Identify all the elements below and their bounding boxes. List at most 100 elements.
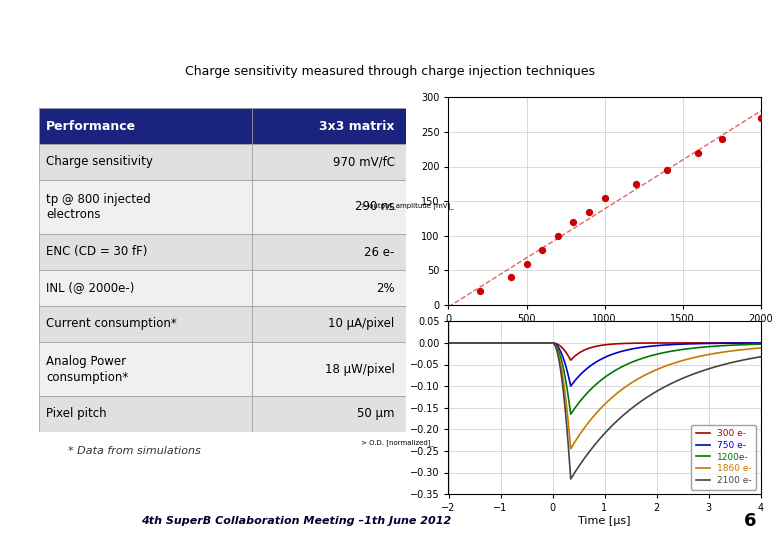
750 e-: [444, 340, 453, 346]
2100 e-: [756, 354, 765, 360]
Point: [598, 193, 611, 202]
750 e-: [566, 383, 576, 389]
Text: Apsel4well analog FE performance (3x3 matrix): Apsel4well analog FE performance (3x3 ma…: [16, 18, 576, 38]
Bar: [39, 234, 252, 270]
2100 e-: [690, 370, 699, 377]
300 e-: [566, 357, 576, 363]
Text: > output_amplitude [mV]_: > output_amplitude [mV]_: [361, 202, 454, 208]
1860 e-: [746, 346, 756, 352]
Text: 50 μm: 50 μm: [357, 408, 395, 421]
Point: [715, 134, 728, 143]
X-axis label: Injected charge [e-]: Injected charge [e-]: [543, 327, 666, 337]
1860 e-: [690, 354, 699, 361]
Text: Current consumption*: Current consumption*: [46, 318, 177, 330]
Point: [583, 207, 595, 216]
Bar: [252, 234, 406, 270]
1860 e-: [747, 346, 757, 352]
Bar: [252, 144, 406, 180]
Bar: [252, 396, 406, 432]
Line: 750 e-: 750 e-: [448, 343, 760, 386]
Bar: [252, 342, 406, 396]
Text: Analog Power
consumption*: Analog Power consumption*: [46, 354, 129, 383]
Point: [551, 232, 564, 240]
750 e-: [746, 340, 756, 346]
1200e-: [756, 341, 765, 347]
750 e-: [756, 340, 765, 346]
Bar: [39, 144, 252, 180]
Point: [661, 166, 673, 174]
300 e-: [746, 340, 756, 346]
1200e-: [444, 340, 453, 346]
1200e-: [459, 340, 469, 346]
Text: 4th SuperB Collaboration Meeting –1th June 2012: 4th SuperB Collaboration Meeting –1th Ju…: [141, 516, 452, 525]
1200e-: [690, 345, 699, 351]
Line: 1860 e-: 1860 e-: [448, 343, 760, 449]
750 e-: [596, 356, 605, 363]
Bar: [39, 306, 252, 342]
Text: Pixel pitch: Pixel pitch: [46, 408, 107, 421]
1860 e-: [566, 446, 576, 452]
Text: Charge sensitivity measured through charge injection techniques: Charge sensitivity measured through char…: [185, 64, 595, 78]
300 e-: [747, 340, 757, 346]
300 e-: [596, 342, 605, 349]
1860 e-: [596, 406, 605, 412]
Point: [629, 179, 642, 188]
Text: INL (@ 2000e-): INL (@ 2000e-): [46, 281, 135, 294]
Point: [505, 273, 517, 282]
300 e-: [756, 340, 765, 346]
Legend: 300 e-, 750 e-, 1200e-, 1860 e-, 2100 e-: 300 e-, 750 e-, 1200e-, 1860 e-, 2100 e-: [691, 425, 756, 490]
Text: 18 μW/pixel: 18 μW/pixel: [324, 362, 395, 375]
1200e-: [746, 341, 756, 348]
Text: 2%: 2%: [376, 281, 395, 294]
Text: ENC (CD = 30 fF): ENC (CD = 30 fF): [46, 246, 147, 259]
750 e-: [747, 340, 757, 346]
Text: 290 ns: 290 ns: [355, 200, 395, 213]
1200e-: [566, 411, 576, 417]
300 e-: [459, 340, 469, 346]
Text: > O.D. [normalized]_: > O.D. [normalized]_: [361, 439, 434, 446]
Bar: [252, 270, 406, 306]
Bar: [39, 342, 252, 396]
2100 e-: [747, 355, 757, 362]
1860 e-: [444, 340, 453, 346]
X-axis label: Time [μs]: Time [μs]: [578, 516, 631, 526]
1200e-: [587, 385, 597, 392]
2100 e-: [566, 476, 576, 482]
Text: 26 e-: 26 e-: [364, 246, 395, 259]
1200e-: [747, 341, 757, 348]
Text: 6: 6: [744, 511, 757, 530]
Text: Performance: Performance: [46, 119, 136, 132]
2100 e-: [596, 435, 605, 441]
Line: 300 e-: 300 e-: [448, 343, 760, 360]
300 e-: [587, 344, 597, 350]
750 e-: [459, 340, 469, 346]
2100 e-: [746, 355, 756, 362]
Bar: [39, 396, 252, 432]
300 e-: [444, 340, 453, 346]
1860 e-: [459, 340, 469, 346]
Text: tp @ 800 injected
electrons: tp @ 800 injected electrons: [46, 192, 151, 221]
Bar: [252, 180, 406, 234]
Bar: [39, 108, 252, 144]
Point: [754, 114, 767, 123]
750 e-: [587, 361, 597, 368]
Line: 1200e-: 1200e-: [448, 343, 760, 414]
1860 e-: [756, 345, 765, 351]
Point: [520, 259, 533, 268]
Point: [536, 245, 548, 254]
300 e-: [690, 340, 699, 346]
Point: [692, 148, 704, 157]
2100 e-: [587, 445, 597, 451]
Point: [473, 287, 486, 295]
Text: Charge sensitivity: Charge sensitivity: [46, 156, 153, 168]
Bar: [252, 306, 406, 342]
Bar: [39, 180, 252, 234]
Text: * Data from simulations: * Data from simulations: [69, 447, 201, 456]
Line: 2100 e-: 2100 e-: [448, 343, 760, 479]
Point: [567, 218, 580, 226]
Bar: [39, 270, 252, 306]
Bar: [252, 108, 406, 144]
1860 e-: [587, 415, 597, 421]
750 e-: [690, 341, 699, 347]
2100 e-: [459, 340, 469, 346]
